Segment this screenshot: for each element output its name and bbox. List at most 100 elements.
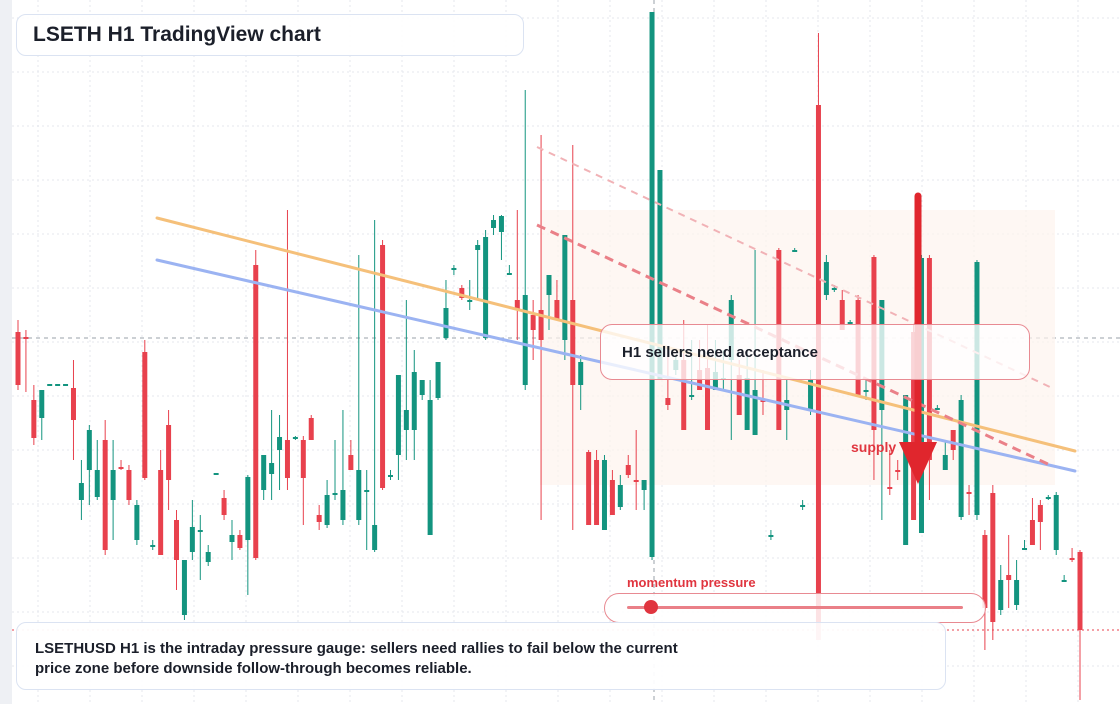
candle-body [31, 400, 37, 438]
candle-body [126, 470, 132, 500]
candle-body [372, 525, 378, 550]
acceptance-callout: H1 sellers need acceptance [600, 324, 1030, 380]
title-card: LSETH H1 TradingView chart [16, 14, 524, 56]
candle-body [237, 535, 243, 548]
candle-body [451, 268, 457, 270]
candle-body [665, 398, 671, 405]
supply-label: supply [851, 439, 897, 455]
candle-body [839, 300, 845, 330]
candle-body [831, 288, 837, 290]
chart-title: LSETH H1 TradingView chart [33, 23, 321, 46]
candle-body [689, 395, 695, 397]
candle-body [934, 408, 940, 410]
candle-body [15, 332, 21, 385]
candle-body [966, 492, 972, 494]
candle-body [823, 262, 829, 295]
candle-body [705, 368, 711, 430]
candle-body [86, 430, 92, 470]
candle-body [443, 308, 449, 338]
candle-body [506, 273, 512, 275]
candle-body [570, 300, 576, 385]
candle-body [538, 310, 544, 340]
candle-body [768, 535, 774, 537]
candle-body [546, 275, 552, 295]
candle-body [47, 384, 53, 386]
candle-body [633, 480, 639, 482]
supply-channel-lower [536, 223, 1051, 467]
candle-body [197, 530, 203, 532]
candle-body [752, 390, 758, 435]
candle-body [94, 470, 100, 497]
momentum-gauge-knob [643, 600, 658, 614]
candle-body [498, 216, 504, 232]
candle-body [277, 437, 283, 450]
candle-body [435, 362, 441, 398]
candle-body [316, 515, 322, 522]
candle-body [467, 300, 473, 302]
candle-body [681, 360, 687, 430]
candle-body [958, 400, 964, 517]
candle-body [63, 384, 69, 386]
candle-body [649, 12, 655, 557]
candle-body [118, 467, 124, 469]
candle-body [150, 545, 156, 547]
candle-body [1069, 558, 1075, 560]
candle-body [324, 495, 330, 525]
candle-body [491, 220, 497, 228]
candle-body [411, 372, 417, 430]
candle-body [514, 300, 520, 310]
candle-body [459, 288, 465, 298]
candle-body [308, 418, 314, 440]
bearish-arrow-head [899, 442, 937, 484]
candle-body [1014, 580, 1020, 605]
candle-body [895, 470, 901, 472]
momentum-gauge [604, 593, 986, 623]
candle-body [1037, 505, 1043, 522]
candle-body [356, 470, 362, 520]
candle-body [847, 322, 853, 324]
candle-body [744, 378, 750, 430]
candle-body [601, 460, 607, 530]
candle-body [1029, 520, 1035, 545]
candle-body [1006, 575, 1012, 580]
candle-body [261, 455, 267, 490]
caption-text: LSETHUSD H1 is the intraday pressure gau… [35, 640, 678, 677]
candle-body [990, 493, 996, 622]
candle-body [641, 480, 647, 490]
candle-body [134, 505, 140, 540]
candle-body [1022, 548, 1028, 550]
candle-body [586, 452, 592, 525]
candle-body [625, 465, 631, 475]
candle-body [166, 425, 172, 480]
candle-body [863, 390, 869, 392]
candle-body [697, 370, 703, 390]
candle-body [292, 437, 298, 439]
candle-body [403, 410, 409, 430]
candle-body [387, 475, 393, 477]
candle-body [245, 477, 251, 540]
candle-body [269, 463, 275, 474]
candle-body [348, 455, 354, 470]
candle-body [800, 505, 806, 507]
candle-body [760, 400, 766, 402]
candle-body [332, 493, 338, 495]
candle-body [950, 430, 956, 450]
candle-body [483, 237, 489, 338]
candle-body [562, 235, 568, 340]
candle-body [475, 245, 481, 250]
candle-body [712, 372, 718, 390]
candle-body [594, 460, 600, 525]
candle-body [300, 440, 306, 478]
candle-body [617, 485, 623, 507]
candle-body [419, 380, 425, 395]
candle-body [364, 490, 370, 492]
candle-body [1061, 580, 1067, 582]
candle-body [380, 245, 386, 488]
candle-body [887, 487, 893, 489]
candle-body [974, 262, 980, 515]
candle-body [792, 250, 798, 252]
candle-body [1053, 495, 1059, 550]
candle-body [609, 480, 615, 515]
candle-body [982, 535, 988, 608]
momentum-label: momentum pressure [627, 575, 756, 590]
